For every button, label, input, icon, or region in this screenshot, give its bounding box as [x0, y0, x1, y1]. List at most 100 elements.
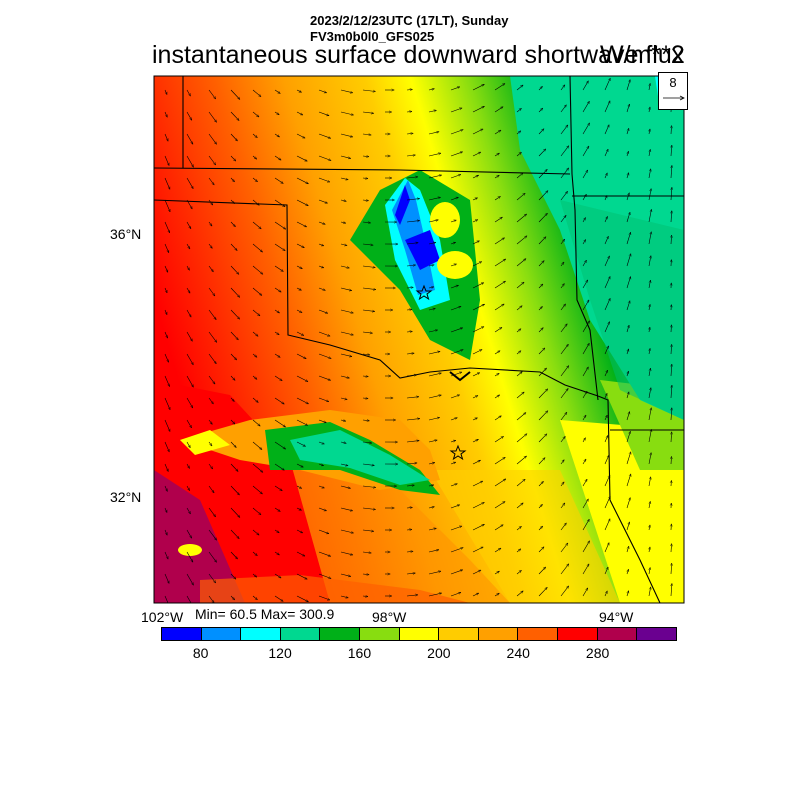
- wind-vector: [627, 349, 629, 355]
- colorbar-swatch-4: [320, 628, 361, 640]
- wind-vector: [494, 571, 500, 575]
- colorbar-swatch-10: [558, 628, 598, 640]
- wind-vector: [649, 567, 650, 575]
- wind-vector: [626, 301, 630, 311]
- wind-vector: [494, 217, 503, 223]
- wind-vector: [649, 501, 650, 509]
- wind-vector: [274, 551, 280, 555]
- wind-vector: [560, 262, 564, 267]
- wind-vector: [649, 149, 650, 157]
- wind-vector: [362, 178, 368, 179]
- wind-vector: [340, 463, 348, 466]
- wind-vector: [428, 550, 439, 553]
- colorbar-label: 80: [192, 645, 209, 661]
- wind-vector: [582, 541, 590, 553]
- wind-vector: [340, 133, 353, 137]
- wind-vector: [472, 174, 479, 179]
- wind-vector: [406, 551, 413, 552]
- colorbar-swatch-0: [162, 628, 202, 640]
- wind-vector: [362, 89, 376, 92]
- wind-vector: [428, 110, 437, 113]
- wind-vector: [362, 485, 376, 488]
- wind-vector: [582, 218, 586, 223]
- colorbar-label: 160: [347, 645, 372, 661]
- wind-vector: [230, 507, 240, 518]
- wind-vector: [494, 548, 501, 553]
- wind-vector: [494, 479, 506, 487]
- wind-vector: [230, 529, 239, 539]
- wind-vector: [318, 199, 328, 203]
- wind-vector: [450, 505, 460, 509]
- wind-vector: [406, 111, 412, 112]
- wind-vector: [208, 463, 213, 469]
- wind-vector: [560, 125, 568, 135]
- wind-vector: [538, 149, 546, 157]
- wind-vector: [318, 573, 331, 579]
- wind-vector: [164, 485, 168, 492]
- wind-vector: [362, 398, 368, 399]
- wind-vector: [560, 460, 564, 465]
- wind-vector: [472, 240, 480, 245]
- wind-vector: [671, 385, 672, 399]
- wind-vector: [164, 353, 169, 362]
- wind-vector: [582, 146, 590, 157]
- wind-vector: [318, 177, 330, 182]
- wind-vector: [671, 408, 672, 421]
- wind-vector: [516, 282, 524, 289]
- wind-vector: [472, 282, 484, 289]
- wind-vector: [582, 588, 589, 597]
- wind-vector: [252, 441, 262, 450]
- wind-vector: [428, 395, 441, 399]
- wind-vector: [362, 332, 373, 333]
- wind-vector: [516, 526, 522, 531]
- state-boundaries: [154, 76, 684, 603]
- wind-vector: [560, 388, 568, 399]
- wind-vector: [472, 459, 481, 465]
- wind-vector: [671, 432, 672, 443]
- wind-vector: [494, 175, 499, 179]
- wind-vector: [252, 331, 258, 336]
- flux-field: [154, 76, 684, 603]
- wind-vector: [186, 595, 192, 603]
- wind-vector: [494, 84, 505, 91]
- wind-vector: [296, 353, 306, 359]
- wind-vector: [186, 265, 190, 270]
- wind-vector: [318, 464, 324, 466]
- wind-vector: [450, 484, 457, 487]
- wind-vector: [626, 498, 630, 509]
- wind-vector: [671, 211, 672, 223]
- wind-vector: [516, 392, 524, 399]
- wind-vector: [671, 145, 672, 157]
- wind-vector: [428, 351, 440, 355]
- wind-vector: [208, 529, 217, 540]
- wind-vector: [450, 418, 457, 421]
- wind-vector: [450, 440, 456, 442]
- wind-vector: [186, 287, 191, 293]
- wind-vector: [208, 573, 216, 583]
- wind-vector: [186, 375, 194, 387]
- wind-vector: [428, 153, 441, 157]
- wind-vector: [582, 194, 587, 201]
- wind-vector: [649, 348, 650, 355]
- wind-vector: [406, 463, 417, 464]
- colorbar-swatch-7: [439, 628, 479, 640]
- wind-vector: [450, 350, 463, 355]
- wind-vector: [318, 529, 329, 534]
- wind-vector: [428, 309, 435, 311]
- wind-vector: [230, 463, 238, 472]
- wind-vector: [450, 220, 456, 223]
- wind-vector: [252, 287, 262, 296]
- wind-vector: [252, 529, 259, 535]
- wind-vector: [560, 564, 569, 575]
- wind-vector: [428, 593, 442, 597]
- wind-vector: [604, 543, 610, 553]
- wind-vector: [318, 155, 331, 161]
- colorbar-label: 240: [506, 645, 530, 661]
- wind-vector: [648, 189, 651, 201]
- wind-vector: [208, 133, 217, 144]
- wind-vector: [296, 419, 308, 426]
- wind-vector: [296, 221, 307, 228]
- wind-vector: [560, 215, 566, 223]
- wind-vector: [671, 126, 672, 135]
- wind-vector: [252, 177, 258, 182]
